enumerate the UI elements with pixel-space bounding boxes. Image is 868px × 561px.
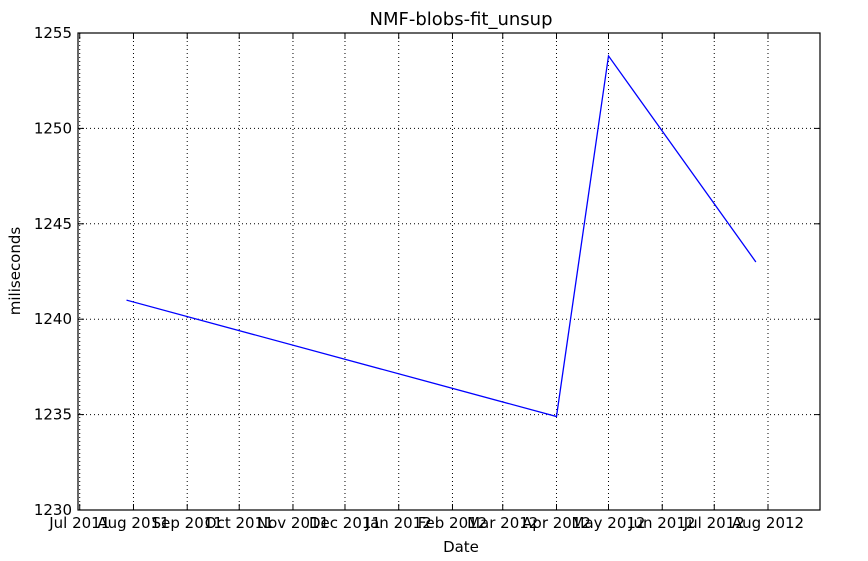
y-tick-label: 1250 bbox=[34, 119, 72, 137]
y-tick-label: 1240 bbox=[34, 310, 72, 328]
x-tick-label: Jan 2012 bbox=[365, 514, 432, 532]
plot-frame bbox=[77, 32, 821, 511]
x-tick-label: Aug 2012 bbox=[732, 514, 804, 532]
x-tick-label: Aug 2011 bbox=[97, 514, 169, 532]
grid bbox=[78, 32, 820, 511]
y-tick-label: 1235 bbox=[34, 406, 72, 424]
x-tick-label: Apr 2012 bbox=[522, 514, 591, 532]
chart-title: NMF-blobs-fit_unsup bbox=[369, 9, 552, 30]
x-tick-label: Oct 2011 bbox=[205, 514, 274, 532]
y-tick-label: 1230 bbox=[34, 501, 72, 519]
series-line bbox=[126, 54, 757, 418]
x-tick-label: Jun 2012 bbox=[628, 514, 695, 532]
y-tick-label: 1245 bbox=[34, 215, 72, 233]
x-tick-label: Sep 2011 bbox=[152, 514, 223, 532]
x-tick-label: Jul 2011 bbox=[48, 514, 110, 532]
x-tick-label: Nov 2011 bbox=[257, 514, 329, 532]
x-tick-label: May 2012 bbox=[572, 514, 646, 532]
y-tick-label: 1255 bbox=[34, 24, 72, 42]
x-tick-label: Mar 2012 bbox=[467, 514, 538, 532]
y-axis-label: miliseconds bbox=[6, 227, 24, 316]
series-layer bbox=[126, 54, 757, 418]
x-axis-label: Date bbox=[443, 538, 479, 556]
x-tick-label: Feb 2012 bbox=[418, 514, 488, 532]
x-tick-label: Jul 2012 bbox=[683, 514, 745, 532]
x-tick-label: Dec 2011 bbox=[309, 514, 381, 532]
